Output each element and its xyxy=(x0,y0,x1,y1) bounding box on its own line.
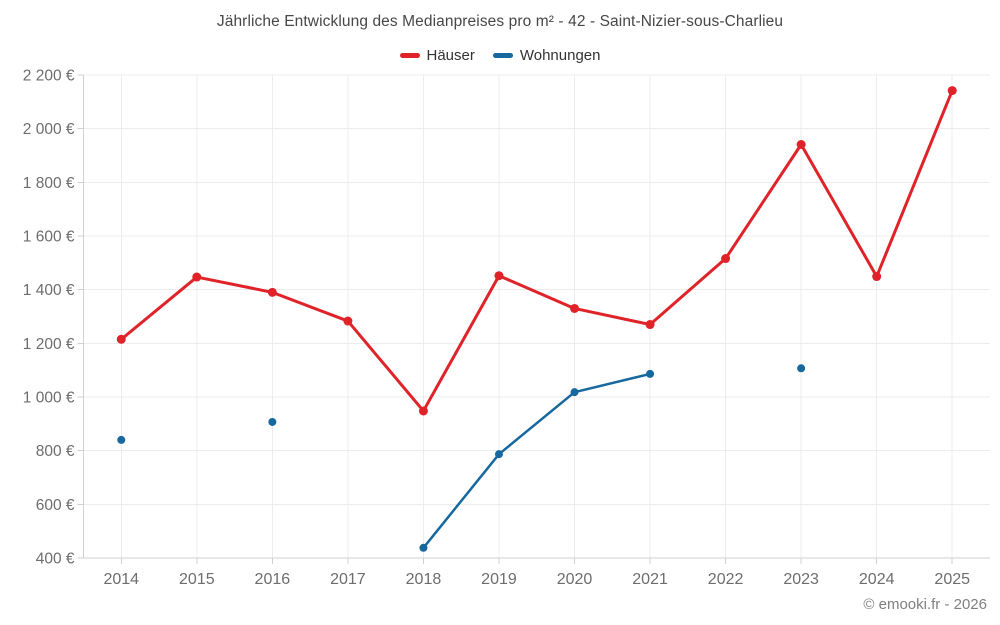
y-axis-label-1400: 1 400 € xyxy=(23,282,75,299)
y-axis-label-1200: 1 200 € xyxy=(23,336,75,353)
data-point-haeuser-2014 xyxy=(116,334,126,344)
y-axis-label-1000: 1 000 € xyxy=(23,390,75,407)
y-axis-label-2200: 2 200 € xyxy=(23,68,75,85)
legend-item-haeuser[interactable]: Häuser xyxy=(399,47,475,64)
x-axis-label-2021: 2021 xyxy=(632,571,668,588)
data-point-wohnungen-2016 xyxy=(268,417,277,426)
y-axis-label-600: 600 € xyxy=(36,497,75,514)
x-axis-label-2024: 2024 xyxy=(859,571,895,588)
data-point-haeuser-2024 xyxy=(872,272,882,282)
x-axis-label-2020: 2020 xyxy=(557,571,593,588)
legend-label-wohnungen: Wohnungen xyxy=(519,47,601,64)
x-axis-label-2016: 2016 xyxy=(255,571,291,588)
series-line-wohnungen xyxy=(422,372,652,550)
x-axis-label-2017: 2017 xyxy=(330,571,366,588)
x-axis-label-2019: 2019 xyxy=(481,571,517,588)
data-point-wohnungen-2018 xyxy=(419,543,428,552)
data-point-haeuser-2018 xyxy=(418,406,428,416)
data-point-haeuser-2019 xyxy=(494,271,504,281)
data-point-wohnungen-2021 xyxy=(646,369,655,378)
data-point-haeuser-2020 xyxy=(570,303,580,313)
data-point-haeuser-2022 xyxy=(721,254,731,264)
data-point-wohnungen-2019 xyxy=(494,450,503,459)
haeuser-series-swatch-icon xyxy=(399,53,420,58)
data-point-wohnungen-2020 xyxy=(570,388,579,397)
x-axis-label-2018: 2018 xyxy=(406,571,442,588)
legend-item-wohnungen[interactable]: Wohnungen xyxy=(492,47,601,64)
x-axis-label-2022: 2022 xyxy=(708,571,744,588)
series-line-haeuser xyxy=(119,89,954,413)
data-point-haeuser-2023 xyxy=(796,139,806,149)
credits-link[interactable]: © emooki.fr - 2026 xyxy=(863,596,987,613)
data-point-haeuser-2016 xyxy=(267,287,277,297)
x-axis-label-2025: 2025 xyxy=(934,571,970,588)
y-axis-label-800: 800 € xyxy=(36,443,75,460)
data-point-haeuser-2025 xyxy=(947,86,957,96)
data-point-haeuser-2015 xyxy=(192,272,202,282)
chart-title: Jährliche Entwicklung des Medianpreises … xyxy=(216,13,784,30)
x-axis-label-2015: 2015 xyxy=(179,571,215,588)
y-axis-label-1800: 1 800 € xyxy=(23,175,75,192)
data-point-haeuser-2021 xyxy=(645,320,655,330)
data-point-wohnungen-2023 xyxy=(797,364,806,373)
y-axis-label-400: 400 € xyxy=(36,551,75,568)
legend: Häuser Wohnungen xyxy=(0,47,1000,64)
legend-label-haeuser: Häuser xyxy=(426,47,475,64)
wohnungen-series-swatch-icon xyxy=(492,53,513,58)
x-axis-label-2023: 2023 xyxy=(783,571,819,588)
y-axis-label-2000: 2 000 € xyxy=(23,121,75,138)
data-point-wohnungen-2014 xyxy=(117,435,126,444)
y-axis-label-1600: 1 600 € xyxy=(23,229,75,246)
data-point-haeuser-2017 xyxy=(343,316,353,326)
x-axis-label-2014: 2014 xyxy=(103,571,139,588)
